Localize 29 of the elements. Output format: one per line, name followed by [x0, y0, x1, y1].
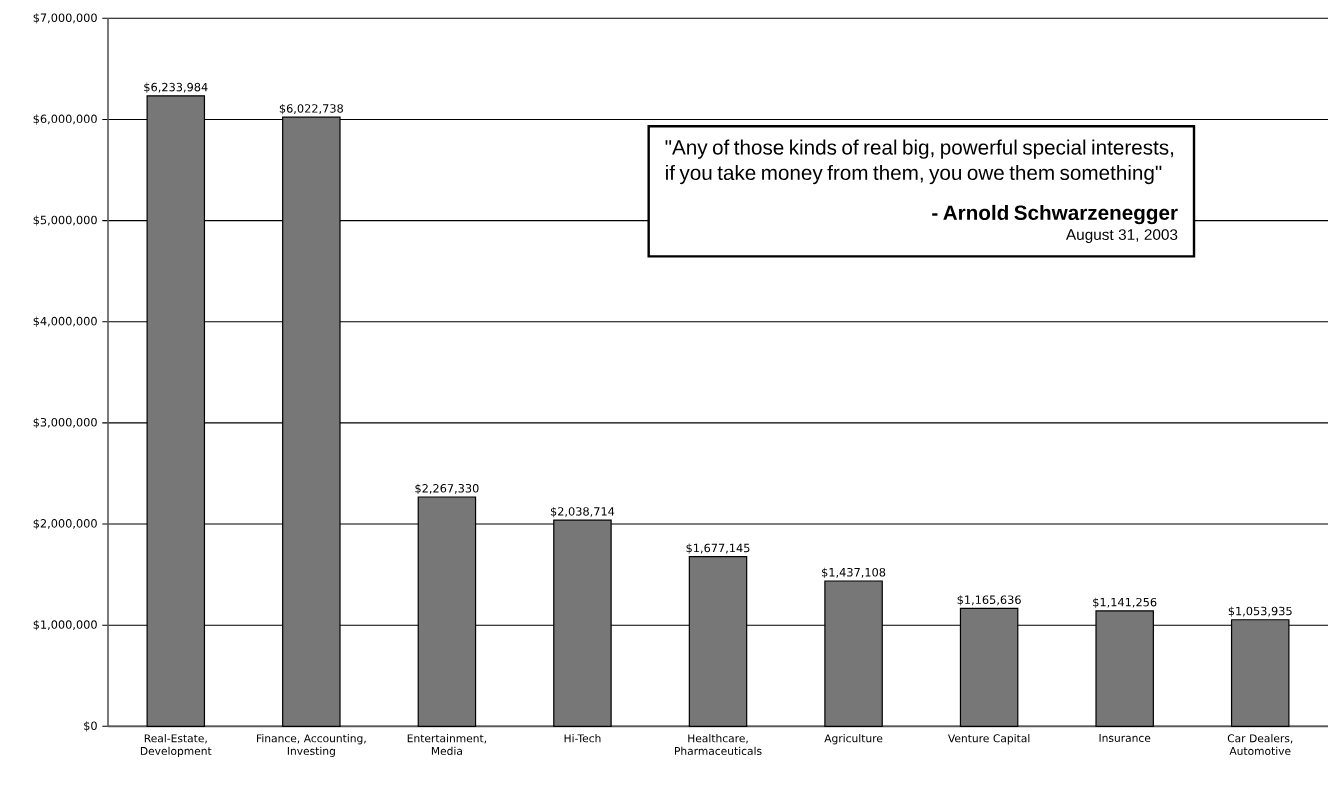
data-label: $2,038,714 — [550, 506, 615, 518]
data-label: $6,233,984 — [144, 82, 208, 93]
annotation: "Any of those kinds of real big, powerful special interests, if you take money from them, you owe them something" — [665, 139, 1174, 185]
annotation: August 31, 2003 — [1065, 229, 1178, 244]
y-tick-label: $5,000,000 — [33, 215, 97, 226]
x-tick-label: Car Dealers, Automotive — [1227, 734, 1293, 755]
x-tick-label: Healthcare, Pharmaceuticals — [675, 734, 762, 755]
x-tick-label: Finance, Accounting, Investing — [257, 734, 366, 758]
x-tick-label: Venture Capital — [948, 734, 1030, 745]
data-label: $6,022,738 — [279, 103, 343, 115]
y-tick-label: $7,000,000 — [33, 13, 97, 24]
y-tick-label: $6,000,000 — [33, 114, 97, 125]
data-label: $1,677,145 — [686, 543, 750, 554]
data-label: $1,053,935 — [1228, 606, 1292, 617]
y-tick-label: $0 — [84, 721, 97, 732]
y-tick-label: $4,000,000 — [33, 316, 97, 327]
y-tick-label: $3,000,000 — [33, 417, 97, 429]
x-tick-label: Entertainment, Media — [407, 734, 487, 755]
data-label: $1,437,108 — [822, 567, 886, 579]
data-label: $1,141,256 — [1093, 597, 1157, 608]
x-tick-label: Agriculture — [824, 734, 883, 745]
x-tick-label: Insurance — [1099, 734, 1151, 742]
y-tick-label: $1,000,000 — [33, 620, 97, 631]
data-label: $2,267,330 — [415, 483, 479, 495]
data-label: $1,165,636 — [957, 595, 1021, 606]
x-tick-label: Real-Estate, Development — [140, 734, 212, 758]
annotation: - Arnold Schwarzenegger — [932, 204, 1178, 225]
x-tick-label: Hi-Tech — [564, 734, 601, 743]
y-tick-label: $2,000,000 — [33, 518, 97, 530]
